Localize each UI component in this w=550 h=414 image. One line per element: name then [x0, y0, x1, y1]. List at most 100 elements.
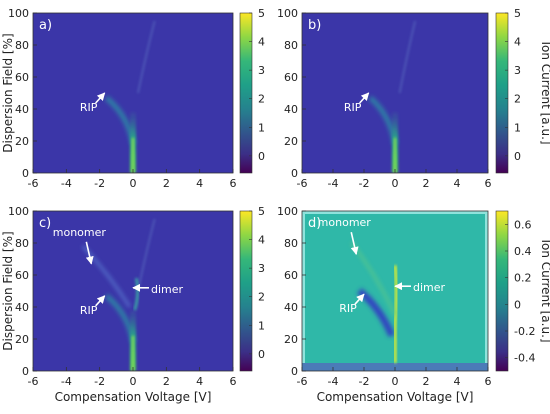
annotation-RIP: RIP [339, 302, 357, 315]
colorbar-tick-label: 4 [258, 234, 265, 247]
x-tick-label: 0 [392, 375, 399, 388]
colorbar-tick-label: -0.2 [514, 325, 535, 338]
y-tick-label: 0 [22, 365, 29, 378]
colorbar-tick-label: 0 [514, 150, 521, 163]
colorbar-tick-label: 4 [258, 36, 265, 49]
colorbar-tick-label: 0 [514, 298, 521, 311]
x-tick-label: -4 [61, 177, 72, 190]
y-tick-label: 80 [284, 237, 298, 250]
x-tick-label: -4 [61, 375, 72, 388]
x-tick-label: -6 [297, 177, 308, 190]
colorbar-tick-label: 3 [258, 262, 265, 275]
colorbar-tick-label: 3 [258, 64, 265, 77]
y-tick-label: 20 [15, 135, 29, 148]
x-tick-label: 2 [163, 375, 170, 388]
rip-core-bright [393, 137, 397, 173]
colorbar-tick-label: 2 [258, 291, 265, 304]
x-tick-label: 6 [485, 177, 492, 190]
colorbar-tick-label: 1 [258, 121, 265, 134]
annotation-monomer: monomer [53, 226, 107, 239]
annotation-arrow [354, 293, 365, 305]
x-tick-label: 2 [163, 177, 170, 190]
x-tick-label: 4 [454, 177, 461, 190]
x-tick-label: -2 [359, 375, 370, 388]
x-tick-label: 6 [485, 375, 492, 388]
annotation-RIP: RIP [80, 304, 98, 317]
y-axis-label: Dispersion Field [%] [1, 33, 15, 152]
x-tick-label: -6 [297, 375, 308, 388]
colorbar-tick-label: 1 [514, 121, 521, 134]
y-tick-label: 60 [15, 71, 29, 84]
annotation-monomer: monomer [318, 216, 372, 229]
colorbar-tick-label: 0 [258, 348, 265, 361]
annotation-arrow [359, 92, 370, 104]
y-tick-label: 60 [284, 71, 298, 84]
x-tick-label: 6 [230, 177, 237, 190]
y-tick-label: 100 [277, 205, 298, 218]
colorbar-tick-label: 5 [258, 205, 265, 218]
y-tick-label: 60 [284, 269, 298, 282]
annotation-arrow [350, 232, 359, 255]
colorbar-tick-label: 5 [514, 7, 521, 20]
panel-label: d) [308, 216, 321, 231]
annotation-dimer: dimer [413, 281, 446, 294]
colorbar-tick-label: 2 [258, 93, 265, 106]
heatmap-content [104, 20, 156, 173]
x-axis-label: Compensation Voltage [V] [55, 390, 212, 404]
annotation-arrow [95, 92, 106, 104]
y-tick-label: 20 [284, 135, 298, 148]
colorbar-label: Ion Current [a.u.] [539, 239, 550, 342]
x-axis-label: Compensation Voltage [V] [317, 390, 474, 404]
x-tick-label: -6 [28, 177, 39, 190]
annotation-RIP: RIP [80, 101, 98, 114]
x-tick-label: -4 [328, 375, 339, 388]
y-axis-label: Dispersion Field [%] [1, 231, 15, 350]
x-tick-label: -2 [94, 177, 105, 190]
colorbar-tick-label: 0.6 [514, 218, 532, 231]
annotation-arrow [85, 241, 94, 265]
y-tick-label: 80 [15, 237, 29, 250]
y-tick-label: 20 [15, 333, 29, 346]
faint-streak [137, 218, 156, 292]
annotation-RIP: RIP [344, 101, 362, 114]
colorbar [239, 210, 253, 372]
colorbar-tick-label: -0.4 [514, 352, 535, 365]
y-tick-label: 80 [15, 39, 29, 52]
x-tick-label: 2 [423, 375, 430, 388]
colorbar-tick-label: 0 [258, 150, 265, 163]
heatmap-content [368, 20, 417, 173]
y-tick-label: 40 [284, 103, 298, 116]
colorbar-tick-label: 3 [514, 64, 521, 77]
y-tick-label: 80 [284, 39, 298, 52]
colorbar-tick-label: 4 [514, 36, 521, 49]
colorbar [495, 210, 509, 372]
y-tick-label: 20 [284, 333, 298, 346]
x-tick-label: 0 [392, 177, 399, 190]
x-tick-label: -4 [328, 177, 339, 190]
colorbar-tick-label: 5 [258, 7, 265, 20]
x-tick-label: 0 [130, 177, 137, 190]
x-tick-label: 2 [423, 177, 430, 190]
x-tick-label: -2 [359, 177, 370, 190]
x-tick-label: 6 [230, 375, 237, 388]
panel-label: a) [39, 18, 52, 33]
annotation-dimer: dimer [151, 283, 184, 296]
y-tick-label: 100 [8, 7, 29, 20]
y-tick-label: 40 [15, 301, 29, 314]
colorbar-tick-label: 0.4 [514, 245, 532, 258]
panel-label: b) [308, 18, 321, 33]
annotation-arrow [95, 295, 106, 307]
y-tick-label: 0 [22, 167, 29, 180]
x-tick-label: 4 [454, 375, 461, 388]
x-tick-label: 4 [196, 177, 203, 190]
y-tick-label: 0 [291, 167, 298, 180]
colorbar-label: Ion Current [a.u.] [539, 41, 550, 144]
y-tick-label: 40 [15, 103, 29, 116]
faint-streak [137, 20, 156, 94]
dimer-branch [133, 277, 140, 311]
